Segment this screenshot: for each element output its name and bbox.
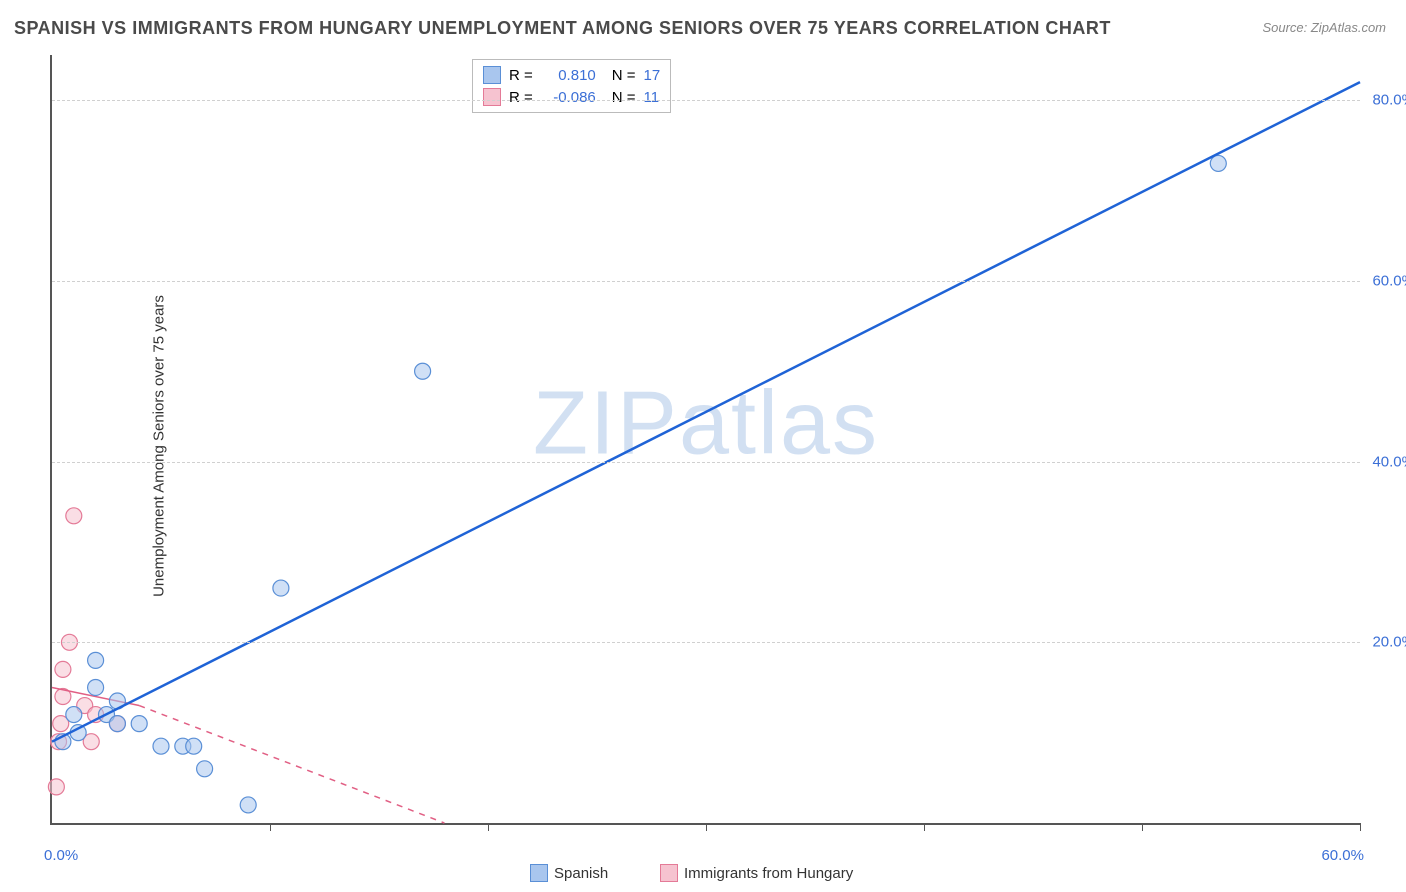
- x-tick: [1142, 823, 1143, 831]
- chart-svg: [52, 55, 1360, 823]
- data-point: [1210, 155, 1226, 171]
- data-point: [131, 716, 147, 732]
- x-tick-label-min: 0.0%: [44, 847, 78, 864]
- gridline-h: [52, 100, 1360, 101]
- data-point: [55, 661, 71, 677]
- x-tick: [1360, 823, 1361, 831]
- page-title: SPANISH VS IMMIGRANTS FROM HUNGARY UNEMP…: [14, 18, 1111, 39]
- series-label: Spanish: [554, 865, 608, 882]
- data-point: [66, 707, 82, 723]
- swatch-icon: [660, 864, 678, 882]
- data-point: [273, 580, 289, 596]
- y-tick-label: 20.0%: [1372, 634, 1406, 651]
- x-tick-label-max: 60.0%: [1321, 847, 1364, 864]
- swatch-icon: [530, 864, 548, 882]
- data-point: [153, 738, 169, 754]
- data-point: [48, 779, 64, 795]
- series-legend-spanish: Spanish: [530, 864, 608, 882]
- y-tick-label: 40.0%: [1372, 453, 1406, 470]
- data-point: [415, 363, 431, 379]
- data-point: [109, 716, 125, 732]
- data-point: [66, 508, 82, 524]
- series-label: Immigrants from Hungary: [684, 865, 853, 882]
- gridline-h: [52, 642, 1360, 643]
- data-point: [197, 761, 213, 777]
- data-point: [88, 652, 104, 668]
- data-point: [240, 797, 256, 813]
- source-label: Source: ZipAtlas.com: [1262, 20, 1386, 35]
- y-tick-label: 60.0%: [1372, 272, 1406, 289]
- x-tick: [706, 823, 707, 831]
- x-tick: [924, 823, 925, 831]
- gridline-h: [52, 281, 1360, 282]
- series-legend-hungary: Immigrants from Hungary: [660, 864, 853, 882]
- gridline-h: [52, 462, 1360, 463]
- regression-line: [139, 706, 444, 823]
- y-tick-label: 80.0%: [1372, 92, 1406, 109]
- data-point: [186, 738, 202, 754]
- x-tick: [488, 823, 489, 831]
- chart-plot-area: ZIPatlas R = 0.810 N = 17 R = -0.086 N =…: [50, 55, 1360, 825]
- data-point: [88, 679, 104, 695]
- x-tick: [270, 823, 271, 831]
